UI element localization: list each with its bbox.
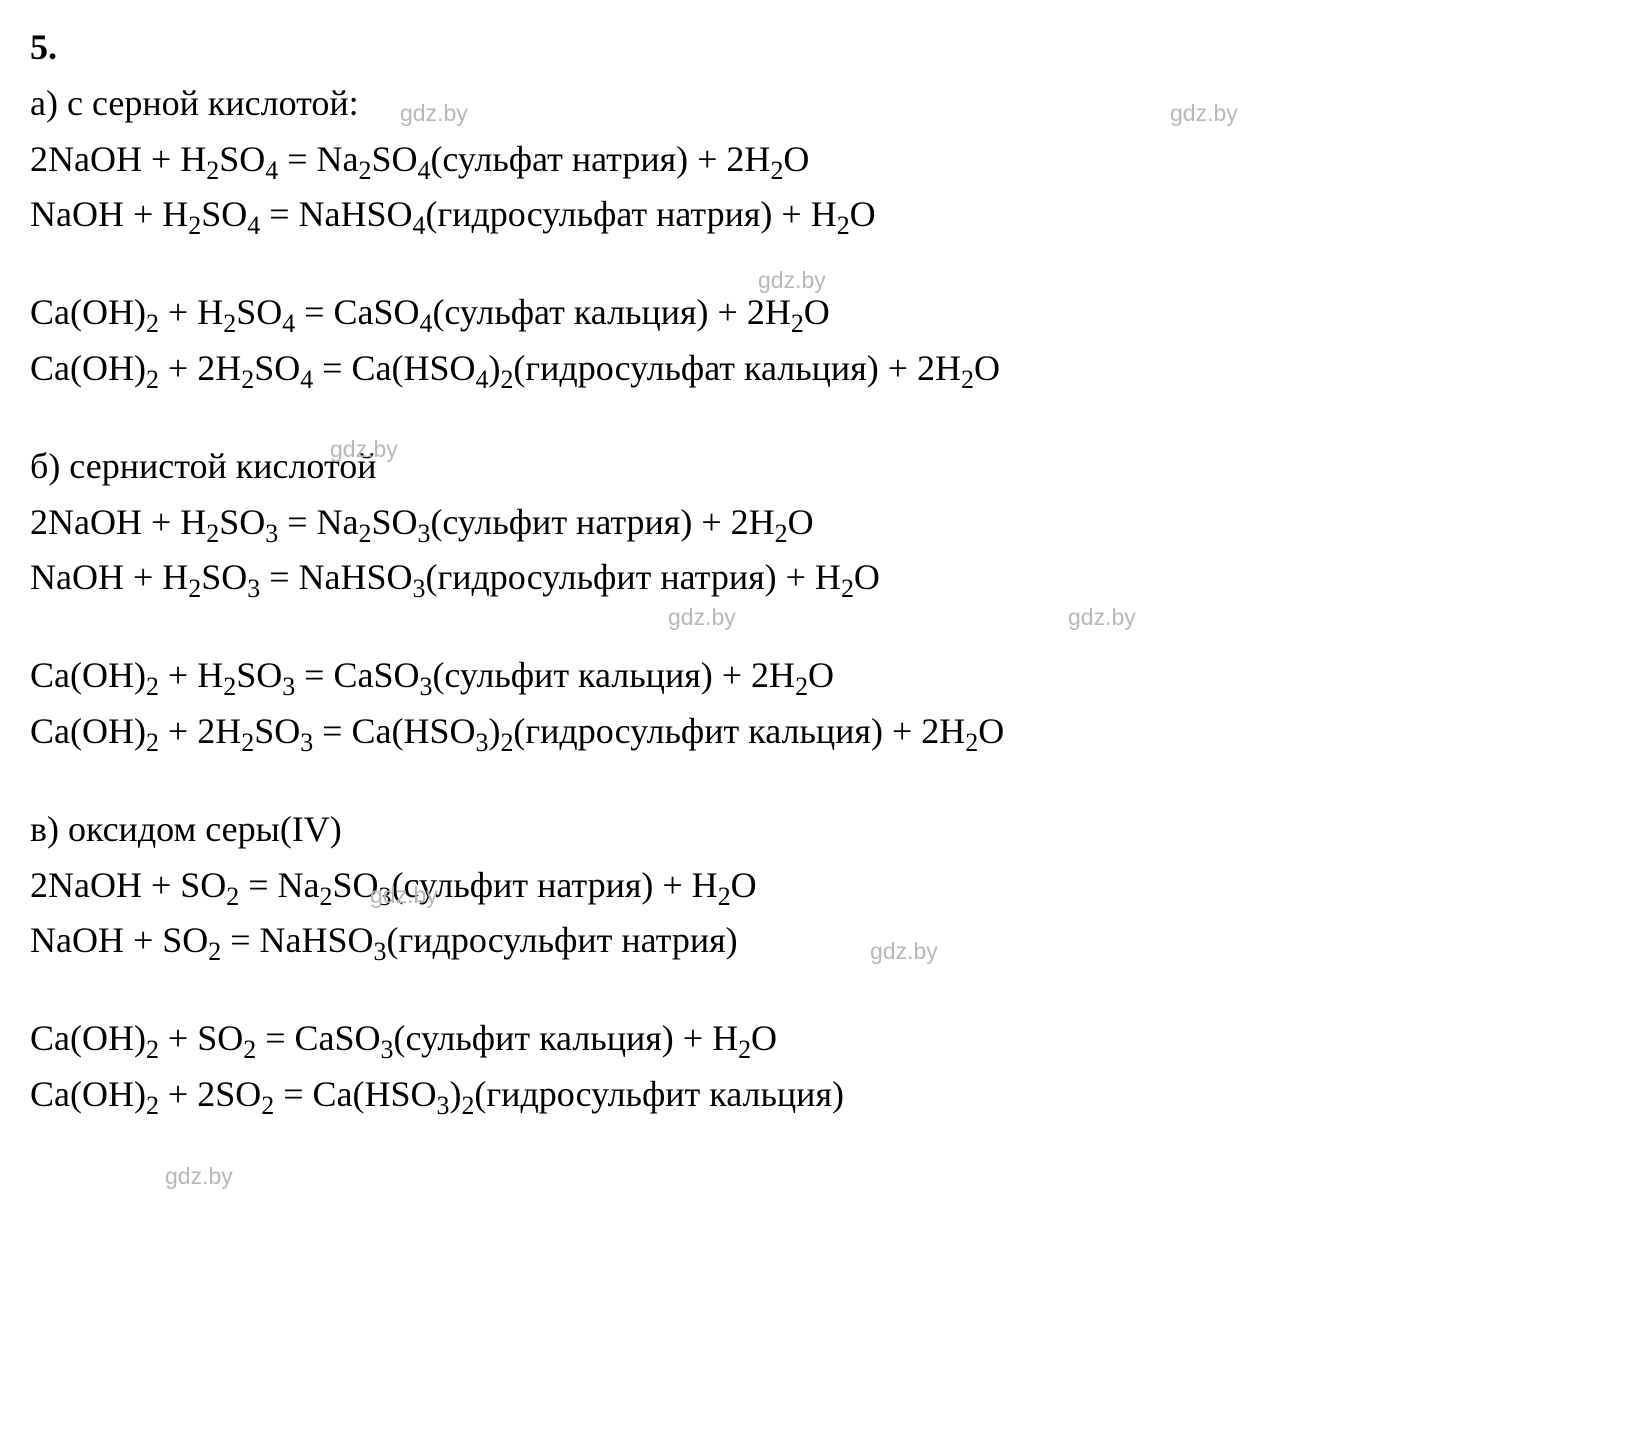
spacer bbox=[30, 760, 1606, 802]
equation-b3: Ca(OH)2 + H2SO3 = CaSO3(сульфит кальция)… bbox=[30, 648, 1606, 704]
section-c-intro: в) оксидом серы(IV) bbox=[30, 802, 1606, 858]
equation-c3: Ca(OH)2 + SO2 = CaSO3(сульфит кальция) +… bbox=[30, 1011, 1606, 1067]
equation-c2: NaOH + SO2 = NaHSO3(гидросульфит натрия) bbox=[30, 913, 1606, 969]
spacer bbox=[30, 606, 1606, 648]
equation-a3: Ca(OH)2 + H2SO4 = CaSO4(сульфат кальция)… bbox=[30, 285, 1606, 341]
watermark: gdz.by bbox=[165, 1163, 233, 1190]
equation-a4: Ca(OH)2 + 2H2SO4 = Ca(HSO4)2(гидросульфа… bbox=[30, 341, 1606, 397]
section-b-intro: б) сернистой кислотой bbox=[30, 439, 1606, 495]
equation-a1: 2NaOH + H2SO4 = Na2SO4(сульфат натрия) +… bbox=[30, 132, 1606, 188]
spacer bbox=[30, 969, 1606, 1011]
equation-a2: NaOH + H2SO4 = NaHSO4(гидросульфат натри… bbox=[30, 187, 1606, 243]
equation-b2: NaOH + H2SO3 = NaHSO3(гидросульфит натри… bbox=[30, 550, 1606, 606]
equation-b4: Ca(OH)2 + 2H2SO3 = Ca(HSO3)2(гидросульфи… bbox=[30, 704, 1606, 760]
problem-number: 5. bbox=[30, 20, 1606, 76]
equation-c1: 2NaOH + SO2 = Na2SO3(сульфит натрия) + H… bbox=[30, 858, 1606, 914]
section-a-intro: а) с серной кислотой: bbox=[30, 76, 1606, 132]
equation-b1: 2NaOH + H2SO3 = Na2SO3(сульфит натрия) +… bbox=[30, 495, 1606, 551]
equation-c4: Ca(OH)2 + 2SO2 = Ca(HSO3)2(гидросульфит … bbox=[30, 1067, 1606, 1123]
spacer bbox=[30, 397, 1606, 439]
spacer bbox=[30, 243, 1606, 285]
